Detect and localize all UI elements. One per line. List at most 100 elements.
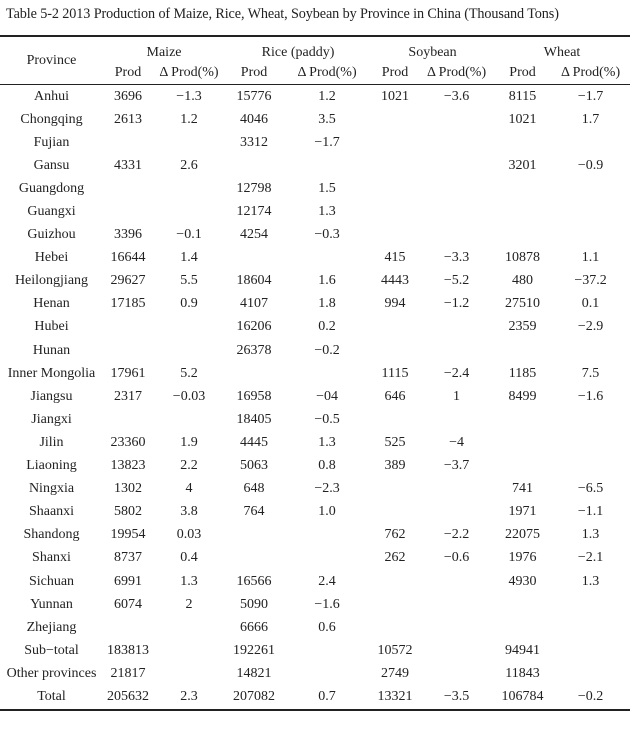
header-sub: Δ Prod(%) [283,61,372,85]
table-row: Jiangsu 2317 −0.03 16958 −04 646 1 8499 −1.6 [0,385,630,408]
cell-value: 0.8 [318,458,336,474]
cell-province: Jiangsu [30,388,73,404]
cell-value: 1302 [114,481,142,497]
header-sub: Δ Prod(%) [419,61,495,85]
table-row: Guizhou 3396 −0.1 4254 −0.3 [0,224,630,247]
cell-value: 3201 [508,157,537,173]
cell-value: 4107 [240,296,269,312]
cell-province: Anhui [34,88,69,104]
cell-value [494,593,551,616]
cell-value: 15776 [236,88,272,104]
cell-value: 192261 [233,642,276,658]
cell-value [153,316,225,339]
table-row: Heilongjiang 29627 5.5 18604 1.6 4443 −5.2 480 −… [0,270,630,293]
cell-value [419,108,494,131]
cell-value: 480 [512,273,534,289]
cell-value: 6991 [114,573,142,589]
cell-value [494,408,551,431]
cell-province: Total [0,685,103,711]
header-sub: Prod [103,61,153,85]
cell-value: 18405 [236,411,272,427]
cell-province: Heilongjiang [14,273,89,289]
cell-value: −0.03 [172,388,206,404]
cell-value [283,662,371,685]
cell-value: 10878 [505,250,541,266]
cell-value: −1.6 [577,388,604,404]
cell-value: 1021 [381,88,410,104]
cell-value: 3696 [114,88,142,104]
cell-value [371,316,419,339]
cell-value: 2749 [381,665,410,681]
cell-value [283,639,371,662]
cell-value [225,362,283,385]
cell-value: 5.2 [180,365,198,381]
cell-value [551,616,630,639]
cell-value: 2317 [114,388,142,404]
cell-value [494,224,551,247]
cell-value: 0.2 [318,319,336,335]
cell-value [225,547,283,570]
cell-value [551,408,630,431]
cell-value: 19954 [110,527,146,543]
cell-value [494,177,551,200]
cell-province: Jilin [39,434,64,450]
table-row: Fujian 3312 −1.7 [0,131,630,154]
header-sub: Δ Prod(%) [551,61,631,85]
cell-value [371,154,419,177]
cell-value: 5.5 [180,273,198,289]
table-row: Yunnan 6074 2 5090 −1.6 [0,593,630,616]
cell-province: Shaanxi [28,504,75,520]
cell-value [419,154,494,177]
cell-value [371,339,419,362]
cell-value: −4 [449,434,464,450]
header-group-wheat: Wheat [494,35,631,61]
cell-value [551,455,630,478]
table-caption: Table 5-2 2013 Production of Maize, Rice… [6,6,559,22]
cell-province: Inner Mongolia [7,365,96,381]
cell-value: 1021 [508,111,537,127]
cell-value: 13823 [110,458,146,474]
cell-value [419,316,494,339]
cell-value [103,177,153,200]
cell-province: Yunnan [30,596,73,612]
cell-value [225,524,283,547]
cell-value: 27510 [505,296,541,312]
table-row: Zhejiang 6666 0.6 [0,616,630,639]
cell-value [153,339,225,362]
cell-value [419,224,494,247]
cell-value [283,524,371,547]
cell-value: 1976 [508,550,537,566]
cell-province: Other provinces [6,665,97,681]
cell-value [153,616,225,639]
cell-value [103,316,153,339]
cell-value: 1.6 [318,273,336,289]
cell-value [283,247,371,270]
cell-value [225,247,283,270]
cell-value [494,616,551,639]
cell-province: Chongqing [20,111,83,127]
cell-value: −1.2 [443,296,470,312]
cell-value [153,131,225,154]
cell-value [153,408,225,431]
cell-value: 17185 [110,296,146,312]
cell-value [103,616,153,639]
cell-value: 1.9 [180,434,198,450]
table-row: Shandong 19954 0.03 762 −2.2 22075 1.3 [0,524,630,547]
cell-value: 10572 [377,642,413,658]
cell-value: 2613 [114,111,142,127]
cell-value: −2.3 [314,481,340,497]
cell-value: 5090 [240,596,269,612]
cell-value: −37.2 [574,273,607,289]
cell-value: 1.8 [318,296,336,312]
cell-value: −04 [316,388,338,404]
cell-value [419,478,494,501]
cell-value: 1971 [508,504,537,520]
production-table: Province Maize Rice (paddy) Soybean Whea… [0,35,631,711]
table-row: Guangdong 12798 1.5 [0,177,630,200]
cell-value: 1.0 [318,504,336,520]
cell-value [551,177,630,200]
table-row: Shaanxi 5802 3.8 764 1.0 1971 −1.1 [0,501,630,524]
cell-value: 262 [384,550,406,566]
cell-value: −0.9 [577,157,604,173]
cell-value [551,339,630,362]
